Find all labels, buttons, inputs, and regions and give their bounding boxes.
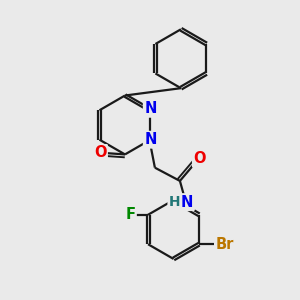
Text: N: N (181, 195, 194, 210)
Text: N: N (144, 101, 157, 116)
Text: Br: Br (215, 237, 234, 252)
Text: H: H (169, 195, 180, 209)
Text: N: N (144, 132, 157, 147)
Text: F: F (125, 207, 135, 222)
Text: O: O (94, 146, 106, 160)
Text: O: O (194, 151, 206, 166)
